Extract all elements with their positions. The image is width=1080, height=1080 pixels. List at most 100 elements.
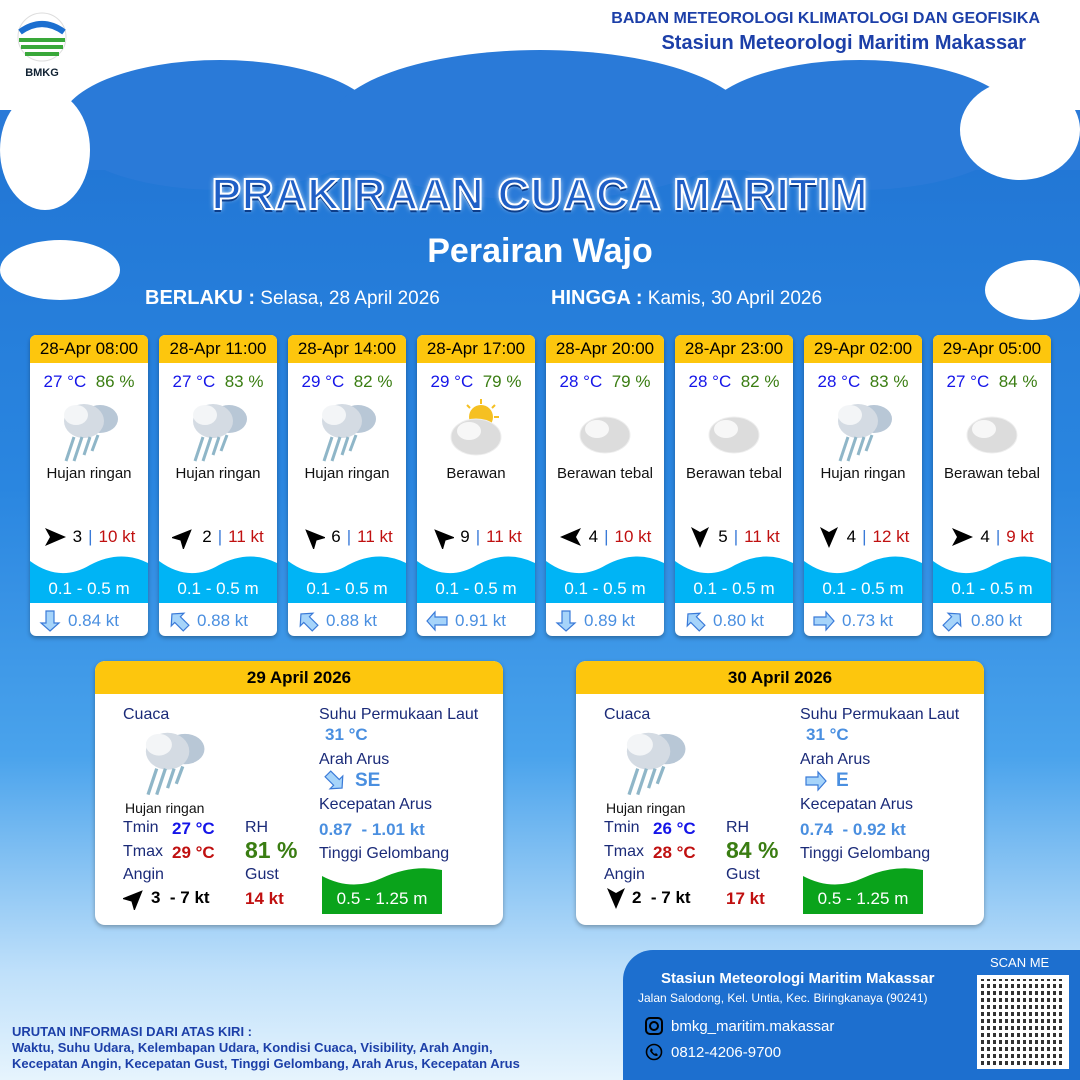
current-info: 0.80 kt: [941, 609, 1022, 633]
instagram-link[interactable]: bmkg_maritim.makassar: [645, 1017, 834, 1035]
daily-summary-card: 29 April 2026 Cuaca Hujan ringan Tmin 27…: [95, 661, 503, 925]
air-temperature: 28 °C: [559, 372, 603, 391]
forecast-card: 29-Apr 05:00 27 °C 84 % Berawan tebal 4 |…: [933, 335, 1051, 636]
current-direction: E: [804, 769, 849, 793]
humidity: 79 %: [482, 372, 522, 391]
wave-height-label: Tinggi Gelombang: [800, 845, 931, 862]
whatsapp-number: 0812-4206-9700: [671, 1043, 782, 1061]
wave-graphic: [417, 556, 535, 603]
forecast-card: 28-Apr 17:00 29 °C 79 % Berawan 9 | 11 kt …: [417, 335, 535, 636]
wind-speed: 4: [980, 527, 990, 546]
tmin-label: Tmin: [123, 819, 159, 836]
current-speed: 0.88 kt: [326, 611, 378, 630]
gust-label: Gust: [245, 866, 279, 883]
wind-range: 3 - 7 kt: [123, 886, 210, 910]
current-speed: 0.80 kt: [971, 611, 1023, 630]
current-info: 0.80 kt: [683, 609, 764, 633]
qr-code[interactable]: [977, 975, 1069, 1069]
current-speed: 0.88 kt: [197, 611, 249, 630]
current-speed: 0.89 kt: [584, 611, 636, 630]
weather-condition: Hujan ringan: [46, 465, 132, 482]
whatsapp-link[interactable]: 0812-4206-9700: [645, 1043, 781, 1061]
weather-condition: Hujan ringan: [125, 800, 205, 816]
tmax-label: Tmax: [604, 843, 644, 860]
gust-speed: 11 kt: [228, 527, 264, 546]
current-speed-value: 0.87 - 1.01 kt: [319, 820, 425, 839]
rh-value: 81 %: [245, 837, 298, 863]
wind-label: Angin: [123, 866, 164, 883]
humidity: 82 %: [353, 372, 393, 391]
rain-cloud-icon: [64, 404, 118, 462]
air-temperature: 28 °C: [817, 372, 861, 391]
wind-direction-icon: [123, 890, 143, 910]
rh-label: RH: [245, 819, 269, 836]
cloud-shape: [0, 240, 120, 300]
wind-info: 4 | 9 kt: [933, 525, 1051, 549]
forecast-card: 28-Apr 14:00 29 °C 82 % Hujan ringan 6 | 1…: [288, 335, 406, 636]
wave-graphic: [322, 868, 442, 914]
tmax-value: 29 °C: [172, 843, 215, 862]
wind-info: 4 | 10 kt: [546, 525, 664, 549]
wind-direction-icon: [305, 529, 326, 549]
daily-summary-card: 30 April 2026 Cuaca Hujan ringan Tmin 26…: [576, 661, 984, 925]
wave-graphic: [933, 556, 1051, 603]
legend-line: Kecepatan Angin, Kecepatan Gust, Tinggi …: [12, 1056, 520, 1071]
wind-speed: 2: [202, 527, 212, 546]
gust-speed: 11 kt: [744, 527, 780, 546]
current-direction-icon: [170, 612, 190, 632]
wind-speed: 3: [72, 527, 83, 546]
wind-info: 6 | 11 kt: [288, 525, 406, 549]
current-direction-icon: [805, 770, 827, 792]
wind-direction-icon: [172, 529, 193, 549]
wind-speed: 3 - 7 kt: [151, 888, 210, 907]
gust-speed: 11 kt: [486, 527, 522, 546]
current-info: 0.88 kt: [167, 609, 248, 633]
tmin-label: Tmin: [604, 819, 640, 836]
wave-height-label: Tinggi Gelombang: [319, 845, 450, 862]
wind-direction-icon: [434, 529, 455, 549]
current-direction-icon: [942, 612, 962, 632]
cloud-icon: [579, 416, 631, 454]
current-speed: 0.84 kt: [68, 611, 120, 630]
air-temperature: 29 °C: [301, 372, 345, 391]
current-speed-value: 0.74 - 0.92 kt: [800, 820, 906, 839]
contact-footer: Stasiun Meteorologi Maritim Makassar Jal…: [623, 950, 1080, 1080]
air-temperature: 27 °C: [43, 372, 87, 391]
humidity: 84 %: [998, 372, 1038, 391]
wave-graphic: [288, 556, 406, 603]
whatsapp-icon: [645, 1043, 663, 1061]
forecast-time: 29-Apr 02:00: [804, 335, 922, 363]
current-direction-icon: [555, 610, 577, 632]
wind-info: 9 | 11 kt: [417, 525, 535, 549]
current-speed-label: Kecepatan Arus: [319, 796, 432, 813]
humidity: 83 %: [224, 372, 264, 391]
wave-height: 0.1 - 0.5 m: [693, 579, 775, 598]
rain-cloud-icon: [626, 732, 686, 796]
weather-label: Cuaca: [123, 706, 170, 723]
forecast-time: 28-Apr 11:00: [159, 335, 277, 363]
valid-to-date: Kamis, 30 April 2026: [647, 288, 823, 309]
wind-info: 5 | 11 kt: [675, 525, 793, 549]
gust-speed: 10 kt: [614, 527, 652, 546]
tmax-label: Tmax: [123, 843, 163, 860]
current-direction-icon: [299, 612, 319, 632]
wave-graphic: [804, 556, 922, 603]
valid-to: HINGGA : Kamis, 30 April 2026: [551, 287, 822, 310]
rh-label: RH: [726, 819, 750, 836]
wave-height: 0.1 - 0.5 m: [822, 579, 904, 598]
legend-line: Waktu, Suhu Udara, Kelembapan Udara, Kon…: [12, 1040, 493, 1055]
cloud-shape: [985, 260, 1080, 320]
wind-direction-icon: [691, 527, 710, 548]
cloud-icon: [708, 416, 760, 454]
bmkg-logo: BMKG: [14, 12, 70, 79]
current-direction-icon: [686, 612, 706, 632]
valid-from: BERLAKU : Selasa, 28 April 2026: [145, 287, 440, 310]
gust-speed: 10 kt: [98, 527, 136, 546]
logo-text: BMKG: [25, 67, 59, 79]
cloud-shape: [960, 80, 1080, 180]
weather-condition: Hujan ringan: [820, 465, 906, 482]
current-speed-label: Kecepatan Arus: [800, 796, 913, 813]
wind-range: 2 - 7 kt: [604, 886, 691, 910]
info-legend: URUTAN INFORMASI DARI ATAS KIRI : Waktu,…: [12, 1024, 520, 1072]
station-name: Stasiun Meteorologi Maritim Makassar: [661, 32, 1026, 54]
